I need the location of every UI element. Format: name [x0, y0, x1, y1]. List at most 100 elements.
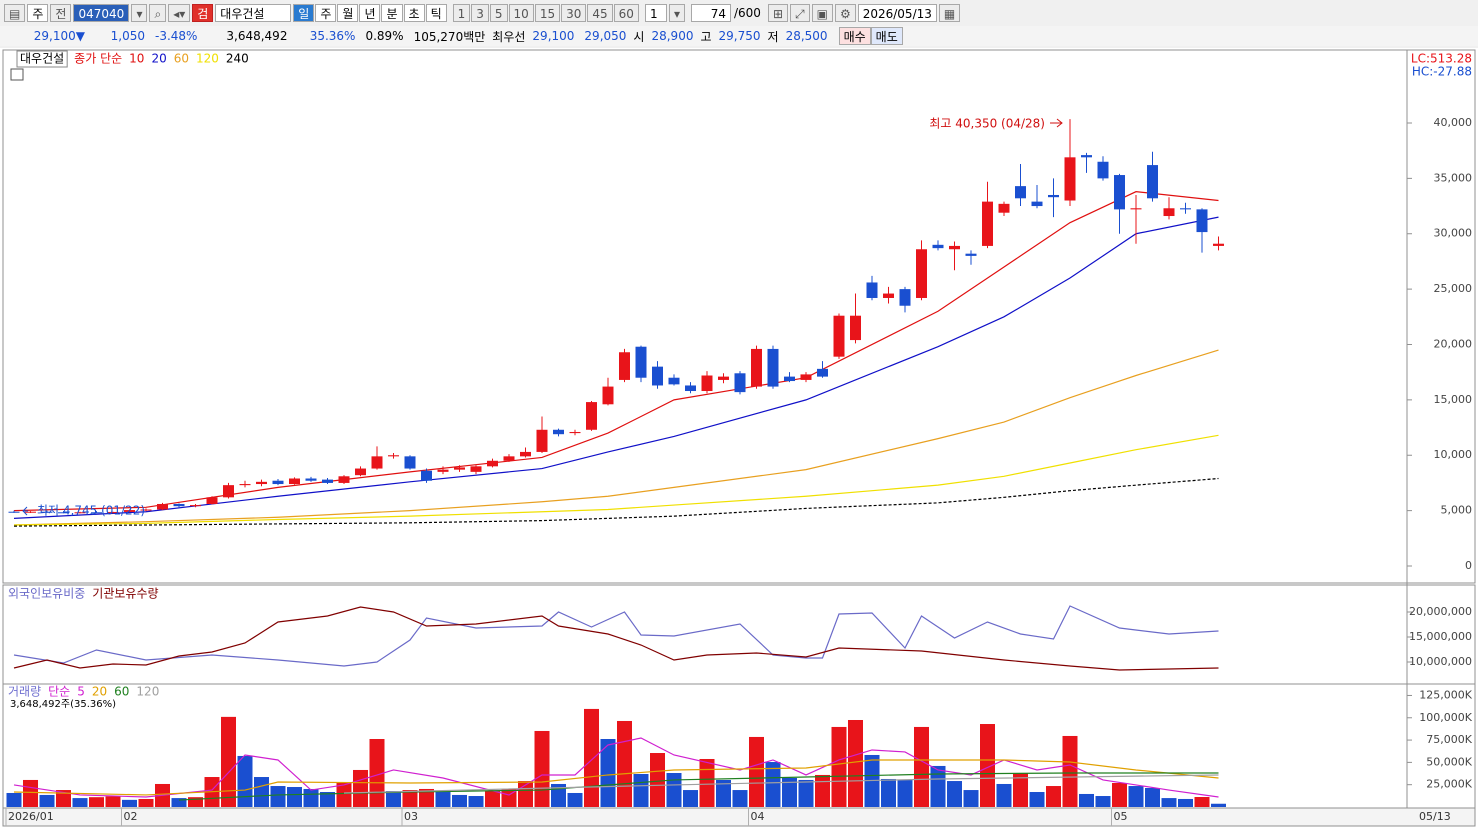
price: 29,100▼ — [33, 29, 85, 43]
tool-icon[interactable]: ⤢ — [790, 4, 810, 22]
volume-bar — [1161, 798, 1177, 807]
volume-bar — [963, 790, 979, 807]
volume-bar — [947, 781, 962, 807]
volume-bar — [815, 774, 830, 807]
all-button[interactable]: 전 — [50, 4, 72, 22]
candle-body — [58, 512, 69, 514]
candle-body — [602, 386, 614, 405]
period-button[interactable]: 일 — [293, 4, 315, 22]
interval-button[interactable]: 1 — [452, 4, 471, 22]
legend-entry: 20 — [92, 685, 107, 699]
candle-body — [619, 352, 630, 380]
volume-bar — [996, 783, 1012, 807]
amount: 105,270백만 — [413, 29, 486, 44]
volume-bar — [683, 790, 698, 807]
interval-button[interactable]: 15 — [534, 4, 561, 22]
candle-body — [107, 511, 119, 513]
period-button[interactable]: 년 — [359, 4, 381, 22]
candle-body — [668, 377, 680, 385]
period-button[interactable]: 월 — [337, 4, 359, 22]
candle-body — [371, 456, 383, 469]
line-series — [13, 191, 1219, 512]
line-series — [13, 606, 1219, 671]
interval-button[interactable]: 3 — [471, 4, 489, 22]
settings-icon[interactable]: ⚙ — [834, 4, 856, 22]
search-badge[interactable]: 검 — [192, 4, 214, 22]
x-tick-label: 02 — [124, 810, 138, 823]
menu-icon[interactable]: ▤ — [4, 4, 26, 22]
annotation: 최고 40,350 (04/28) — [929, 117, 1045, 131]
sell-button[interactable]: 매도 — [870, 27, 903, 45]
candle-body — [41, 511, 53, 513]
y-tick-label: 5,000 — [1441, 504, 1473, 517]
period-button[interactable]: 초 — [403, 4, 425, 22]
legend-entry: 20 — [151, 52, 166, 66]
code-input[interactable]: 047040 — [73, 4, 130, 22]
interval-button[interactable]: 10 — [508, 4, 534, 22]
interval-group: 1 3 5 10 15 30 45 60 — [452, 4, 639, 22]
volume-bar — [254, 777, 269, 807]
period-button[interactable]: 분 — [381, 4, 403, 22]
y-tick-label: 25,000 — [1434, 282, 1473, 295]
volume-bar — [452, 794, 467, 807]
y-tick-label: 0 — [1465, 559, 1472, 572]
legend-title: 거래량 — [8, 685, 41, 699]
candle-body — [454, 467, 465, 470]
high: 29,750 — [718, 29, 761, 43]
legend-entry: 120 — [196, 52, 219, 66]
date-input[interactable]: 2026/05/13 — [857, 4, 937, 22]
volume-bar — [138, 798, 154, 807]
legend-entry: 60 — [174, 52, 189, 66]
count-input[interactable]: 74 — [690, 4, 731, 22]
table-icon — [10, 68, 24, 81]
candle-body — [998, 203, 1010, 213]
dropdown[interactable]: ▾ — [131, 4, 148, 22]
save-icon[interactable]: ▣ — [811, 4, 833, 22]
background — [0, 48, 1478, 830]
volume-bar — [699, 758, 715, 807]
volume-bar — [485, 791, 500, 807]
interval-button[interactable]: 45 — [587, 4, 613, 22]
volume-bar — [617, 720, 632, 807]
candle-body — [404, 456, 416, 469]
volume-bar — [881, 778, 896, 807]
best-bid: 29,050 — [584, 29, 627, 43]
high-label: 고 — [700, 29, 712, 44]
period-button[interactable]: 틱 — [425, 4, 447, 22]
volume-bar — [303, 788, 319, 807]
volume-bar — [122, 799, 137, 807]
volume-bar — [600, 739, 616, 807]
line-series — [178, 772, 1219, 801]
candle-body — [982, 201, 993, 246]
tool-icon[interactable]: ⊞ — [767, 4, 788, 22]
volume-bar — [353, 769, 368, 807]
sound-icon[interactable]: ◂▾ — [168, 4, 191, 22]
volume-bar — [1095, 796, 1111, 807]
search-icon[interactable]: ⌕ — [149, 4, 167, 22]
name-input[interactable]: 대우건설 — [215, 4, 292, 22]
candle-body — [239, 484, 251, 486]
type-select[interactable]: 주 — [27, 4, 49, 22]
candle-body — [916, 249, 927, 298]
line-series — [13, 434, 1219, 526]
interval-button[interactable]: 60 — [613, 4, 639, 22]
volume-bar — [930, 765, 946, 807]
calendar-icon[interactable]: ▦ — [938, 4, 961, 22]
dropdown[interactable]: ▾ — [668, 4, 685, 22]
line-series — [13, 216, 1219, 519]
interval-input[interactable]: 1 — [644, 4, 667, 22]
volume-bar — [567, 792, 583, 807]
volume-bar — [402, 790, 418, 807]
candle-body — [569, 431, 581, 434]
legend-prefix: 단순 — [48, 685, 70, 699]
buy-button[interactable]: 매수 — [838, 27, 871, 45]
annotation-arrow — [1050, 118, 1063, 128]
interval-button[interactable]: 30 — [561, 4, 587, 22]
period-button[interactable]: 주 — [315, 4, 337, 22]
volume-bar — [336, 782, 352, 807]
candle-body — [553, 429, 564, 435]
interval-button[interactable]: 5 — [489, 4, 508, 22]
line-series — [343, 774, 1219, 794]
